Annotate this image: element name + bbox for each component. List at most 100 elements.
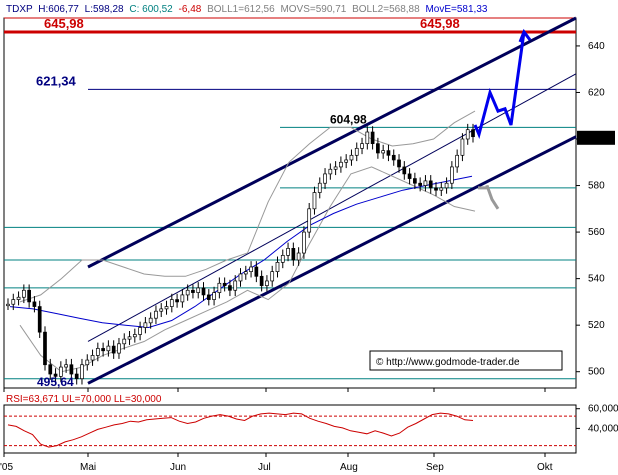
x-tick-label: Okt [537, 462, 553, 473]
channel-lower-line [87, 135, 577, 385]
candle-body [307, 208, 312, 233]
rsi-y-tick-label: 40,000 [588, 423, 618, 434]
candle-body [16, 296, 21, 300]
candle-body [349, 154, 354, 161]
candle-body [249, 266, 253, 272]
candle-body [48, 364, 53, 375]
candle-body [423, 180, 428, 186]
candle-body [376, 143, 380, 154]
bollinger-upper-band [19, 110, 476, 303]
main-plot-frame [3, 17, 577, 389]
candle-body [212, 292, 216, 300]
candle-body [428, 180, 433, 189]
candle-body [465, 129, 470, 140]
candle-body [117, 343, 121, 354]
candle-body [317, 182, 322, 193]
candle-body [143, 322, 148, 328]
candle-body [175, 299, 179, 303]
header-boll1: BOLL1=612,56 [207, 4, 275, 15]
candle-body [64, 364, 68, 368]
candle-body [418, 182, 423, 186]
annotation-495: 495,64 [37, 375, 74, 389]
candle-body [302, 231, 306, 254]
candle-body [280, 255, 285, 263]
header-boll2: BOLL2=568,88 [352, 4, 420, 15]
candle-body [164, 306, 169, 310]
header-movs: MOVS=590,71 [280, 4, 346, 15]
header-move: MovE=581,33 [425, 4, 487, 15]
alternative-projection-line [478, 184, 500, 210]
candle-body [191, 289, 195, 293]
candle-body [323, 173, 327, 184]
candle-body [344, 159, 349, 163]
header-change: -6,48 [179, 4, 202, 15]
candle-body [74, 373, 79, 380]
x-tick-label: Aug [340, 462, 358, 473]
header-high: H:606,77 [38, 4, 79, 15]
candle-body [138, 327, 142, 335]
rsi-line [7, 412, 474, 448]
candle-body [69, 364, 74, 375]
rsi-y-tick-label: 60,000 [588, 404, 618, 415]
y-tick-label: 500 [588, 367, 605, 378]
candle-body [206, 294, 211, 300]
candle-body [455, 154, 459, 168]
candle-body [201, 287, 206, 296]
header-low: L:598,28 [85, 4, 124, 15]
candle-body [32, 301, 37, 307]
y-tick-label: 580 [588, 181, 605, 192]
candle-body [381, 150, 386, 154]
annotation-604: 604,98 [330, 112, 367, 126]
candle-body [185, 289, 190, 296]
candle-body [265, 280, 269, 286]
header-close: C: 600,52 [129, 4, 173, 15]
bollinger-lower-band [19, 166, 476, 373]
candle-body [217, 282, 222, 293]
header-symbol: TDXP [6, 4, 33, 15]
candle-body [286, 248, 290, 256]
x-tick-label: Mai [80, 462, 96, 473]
candle-body [90, 355, 95, 361]
channel-upper-line [87, 16, 577, 269]
y-tick-label: 620 [588, 87, 605, 98]
candle-body [233, 280, 238, 291]
y-tick-label: 640 [588, 41, 605, 52]
header-line: TDXP H:606,77 L:598,28 C: 600,52 -6,48 B… [6, 4, 488, 15]
candle-body [254, 266, 259, 277]
candle-body [391, 154, 396, 161]
candle-body [291, 248, 296, 261]
copyright-box [369, 350, 563, 371]
forecast-projection-line [473, 31, 526, 140]
candle-body [397, 159, 401, 168]
candle-body [360, 143, 364, 149]
candle-body [222, 282, 227, 286]
copyright-text: © http://www.godmode-trader.de [376, 357, 520, 368]
candle-body [132, 334, 137, 338]
candle-body [154, 310, 158, 319]
candle-body [439, 187, 444, 191]
candle-body [354, 147, 359, 156]
candle-body [6, 303, 10, 307]
candle-body [22, 289, 26, 298]
x-tick-label: Jun [170, 462, 186, 473]
candle-body [339, 161, 343, 168]
candle-body [444, 182, 449, 189]
candle-body [106, 345, 111, 352]
annotation-right-645: 645,98 [420, 16, 460, 31]
annotation-621: 621,34 [36, 73, 77, 88]
candle-body [370, 131, 375, 145]
forecast-arrow-head [518, 28, 532, 43]
candle-body [180, 294, 185, 303]
candle-body [37, 306, 42, 333]
candle-body [386, 150, 391, 156]
last-price-label: 600,52 [580, 134, 611, 145]
candle-body [43, 331, 47, 366]
candle-body [53, 373, 58, 377]
x-tick-label: Jul [258, 462, 271, 473]
candle-body [238, 273, 243, 282]
candle-body [58, 366, 63, 377]
x-tick-label: '05 [0, 462, 13, 473]
x-tick-label: Sep [426, 462, 444, 473]
annotation-left-645: 645,98 [44, 16, 84, 31]
